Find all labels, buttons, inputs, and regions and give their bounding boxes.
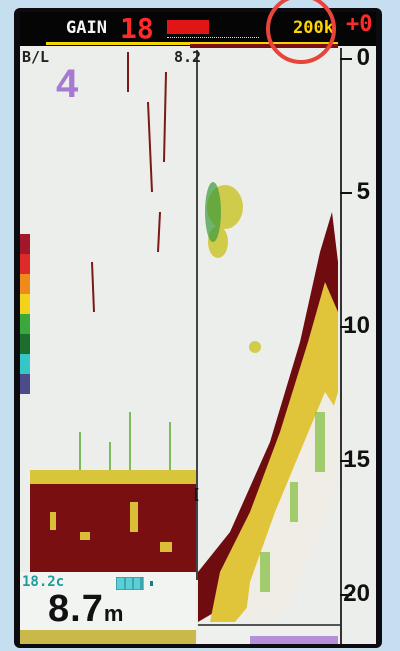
gain-value[interactable]: 18 — [120, 12, 154, 45]
sonar-display-frame: GAIN 18 200k +0 — [14, 8, 382, 648]
range-zero-indicator: +0 — [346, 12, 373, 37]
mode-label: B/L — [22, 48, 50, 66]
color-scale-segment — [20, 274, 30, 294]
readout-panel — [20, 572, 196, 640]
depth-value: 8.7 — [48, 588, 104, 630]
color-scale-segment — [20, 354, 30, 374]
depth-tick — [340, 326, 352, 328]
color-scale-segment — [20, 334, 30, 354]
echo-right-edge — [340, 48, 342, 644]
color-scale-segment — [20, 314, 30, 334]
color-scale-segment — [20, 374, 30, 394]
zoom-level: 4 — [56, 62, 79, 106]
gain-label: GAIN — [66, 18, 107, 38]
color-scale-segment — [20, 294, 30, 314]
depth-tick — [340, 460, 352, 462]
depth-label: 10 — [343, 312, 370, 339]
depth-tick — [340, 594, 352, 596]
zoom-range-label: 8.2 — [174, 48, 202, 66]
zoom-divider — [196, 50, 198, 580]
battery-icon — [116, 577, 153, 590]
depth-label: 15 — [343, 446, 370, 473]
color-scale-segment — [20, 234, 30, 254]
depth-readout: 8.7m — [48, 588, 124, 631]
echo-image — [30, 52, 338, 622]
sonar-screen: GAIN 18 200k +0 — [20, 12, 376, 644]
bottom-strip — [20, 630, 196, 644]
depth-label: 0 — [356, 44, 370, 71]
gain-level-bar — [167, 20, 209, 34]
depth-unit: m — [103, 601, 125, 626]
color-scale-segment — [20, 254, 30, 274]
surface-line — [46, 42, 338, 45]
depth-tick — [340, 192, 352, 194]
temperature-readout: 18.2c — [22, 574, 65, 590]
depth-label: 5 — [356, 178, 370, 205]
zoom-marker: [ — [192, 487, 201, 503]
surface-return — [190, 44, 338, 48]
depth-label: 20 — [343, 580, 370, 607]
gain-scale — [167, 34, 259, 38]
history-indicator — [250, 636, 338, 644]
depth-tick — [340, 58, 352, 60]
frequency-highlight-circle — [266, 0, 336, 64]
